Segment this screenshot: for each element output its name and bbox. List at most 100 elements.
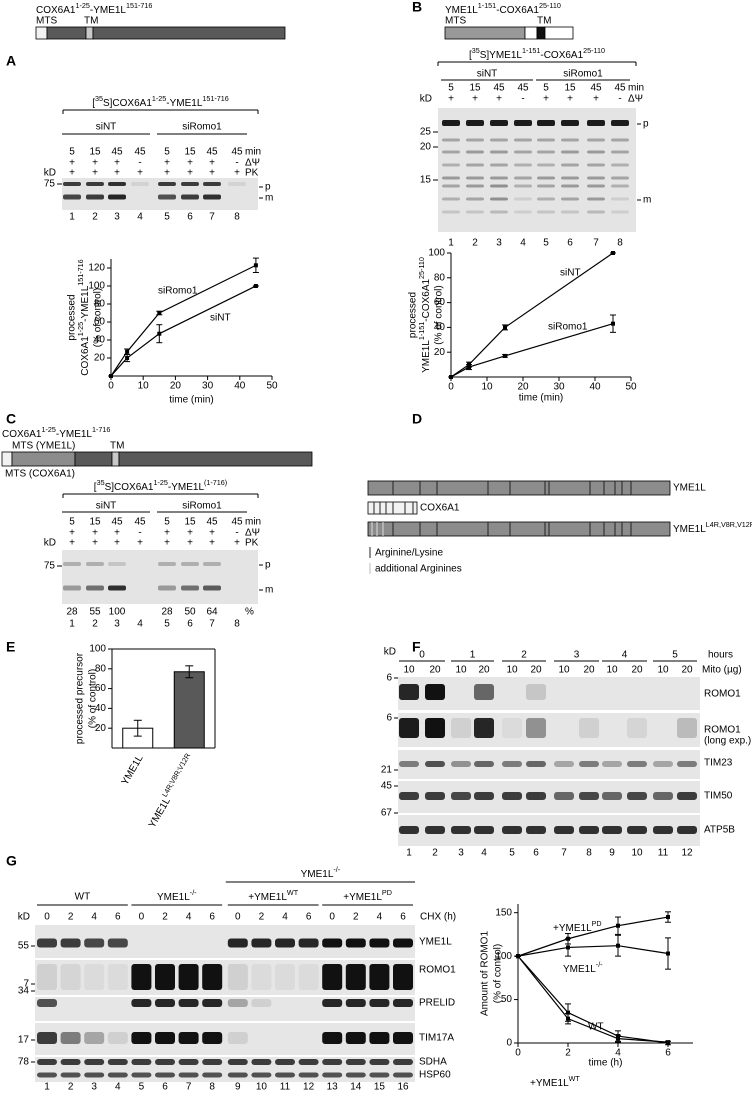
lane-number: 6: [533, 848, 539, 859]
lane-number: 2: [92, 212, 98, 223]
band: [181, 194, 199, 200]
chx-value: 4: [282, 912, 288, 923]
band: [561, 120, 579, 126]
lane-number: 16: [397, 1082, 409, 1093]
band: [611, 184, 629, 188]
band: [537, 210, 555, 214]
band: [155, 1059, 175, 1065]
marker-label: 25: [420, 127, 432, 138]
data-point: [253, 284, 258, 288]
chx-value: 4: [377, 912, 383, 923]
band: [158, 182, 176, 186]
marker-label: 15: [420, 175, 432, 186]
row-value: +: [92, 168, 98, 179]
lane-number: 8: [234, 212, 240, 223]
lane-number: 13: [327, 1082, 339, 1093]
band: [158, 194, 176, 200]
y-axis-label: (% of control): [493, 944, 504, 1003]
gel-header-part: 35: [97, 478, 105, 487]
band: [627, 826, 647, 834]
band: [587, 150, 605, 154]
row-value: +: [567, 94, 573, 105]
construct-label: MTS: [445, 16, 466, 27]
y-axis-label: Amount of ROMO1: [480, 931, 491, 1016]
band: [611, 197, 629, 201]
group-label: siRomo1: [563, 69, 603, 80]
band: [202, 1072, 223, 1078]
lane-number: 1: [69, 212, 75, 223]
lane-number: 2: [92, 619, 98, 630]
lane-number: 1: [406, 848, 412, 859]
mito-value: 10: [403, 665, 415, 676]
band: [561, 197, 579, 201]
band: [425, 684, 445, 700]
band: [298, 938, 319, 948]
series-label-part: WT: [569, 1074, 581, 1083]
lane-number: 1: [69, 619, 75, 630]
construct-name-part: 1-716: [92, 425, 110, 434]
chx-value: 0: [44, 912, 50, 923]
gel-header-part: [: [92, 98, 95, 109]
construct-segment: [74, 451, 113, 467]
marker-label: 78: [18, 1057, 30, 1068]
lane-number: 7: [186, 1082, 192, 1093]
mito-value: 10: [455, 665, 467, 676]
band: [227, 1032, 248, 1044]
band: [60, 938, 81, 948]
band: [37, 938, 57, 948]
y-tick-label: 150: [495, 907, 512, 918]
band: [107, 964, 128, 990]
band: [345, 938, 366, 948]
band: [322, 1059, 343, 1065]
gel-header: [35S]COX6A11-25-YME1L151-716: [92, 94, 229, 109]
gel-header-part: 1-25: [154, 478, 168, 487]
blot-label: ROMO1: [704, 689, 741, 700]
gel-header-part: -COX6A1: [540, 50, 583, 61]
band: [602, 792, 622, 800]
band: [202, 999, 223, 1007]
lane-number: 9: [235, 1082, 241, 1093]
lane-number: 5: [509, 848, 515, 859]
row-value: 45: [206, 517, 218, 528]
row-value: 15: [184, 147, 196, 158]
mito-value: 20: [478, 665, 490, 676]
lane-number: 3: [458, 848, 464, 859]
construct-segment: [444, 26, 526, 40]
band: [451, 761, 471, 767]
domain-label: YME1LL4R,V8R,V12R: [673, 520, 752, 535]
band: [227, 964, 248, 990]
band: [587, 120, 605, 126]
percent-value: 55: [89, 607, 101, 618]
blot-label: ROMO1: [704, 725, 741, 736]
band: [322, 1032, 343, 1044]
blot-label: PRELID: [419, 998, 455, 1009]
data-point: [566, 945, 570, 950]
lane-number: 7: [561, 848, 567, 859]
band: [490, 210, 508, 214]
row-value: 45: [614, 83, 626, 94]
band: [298, 1059, 319, 1065]
group-label: WT: [75, 892, 91, 903]
row-value: +: [137, 168, 143, 179]
row-label: ΔΨ: [628, 94, 643, 105]
marker-label: 7: [23, 979, 29, 990]
data-point: [566, 1016, 570, 1021]
domain-bar: [367, 480, 671, 496]
band: [502, 761, 522, 767]
data-point: [109, 374, 113, 378]
band: [627, 792, 647, 800]
band: [611, 120, 629, 126]
band: [393, 1032, 413, 1044]
gel-header-part: 25-110: [583, 46, 605, 55]
band: [131, 1072, 152, 1078]
blot: [398, 677, 700, 710]
y-tick-label: 100: [428, 248, 445, 259]
legend-label: additional Arginines: [375, 564, 462, 575]
gel-header-part: [: [94, 482, 97, 493]
row-value: -: [235, 528, 238, 539]
series-line: [517, 955, 669, 1044]
band: [425, 826, 445, 834]
marker-label: 6: [386, 673, 392, 684]
band: [345, 1032, 366, 1044]
y-tick-label: 100: [89, 644, 106, 655]
